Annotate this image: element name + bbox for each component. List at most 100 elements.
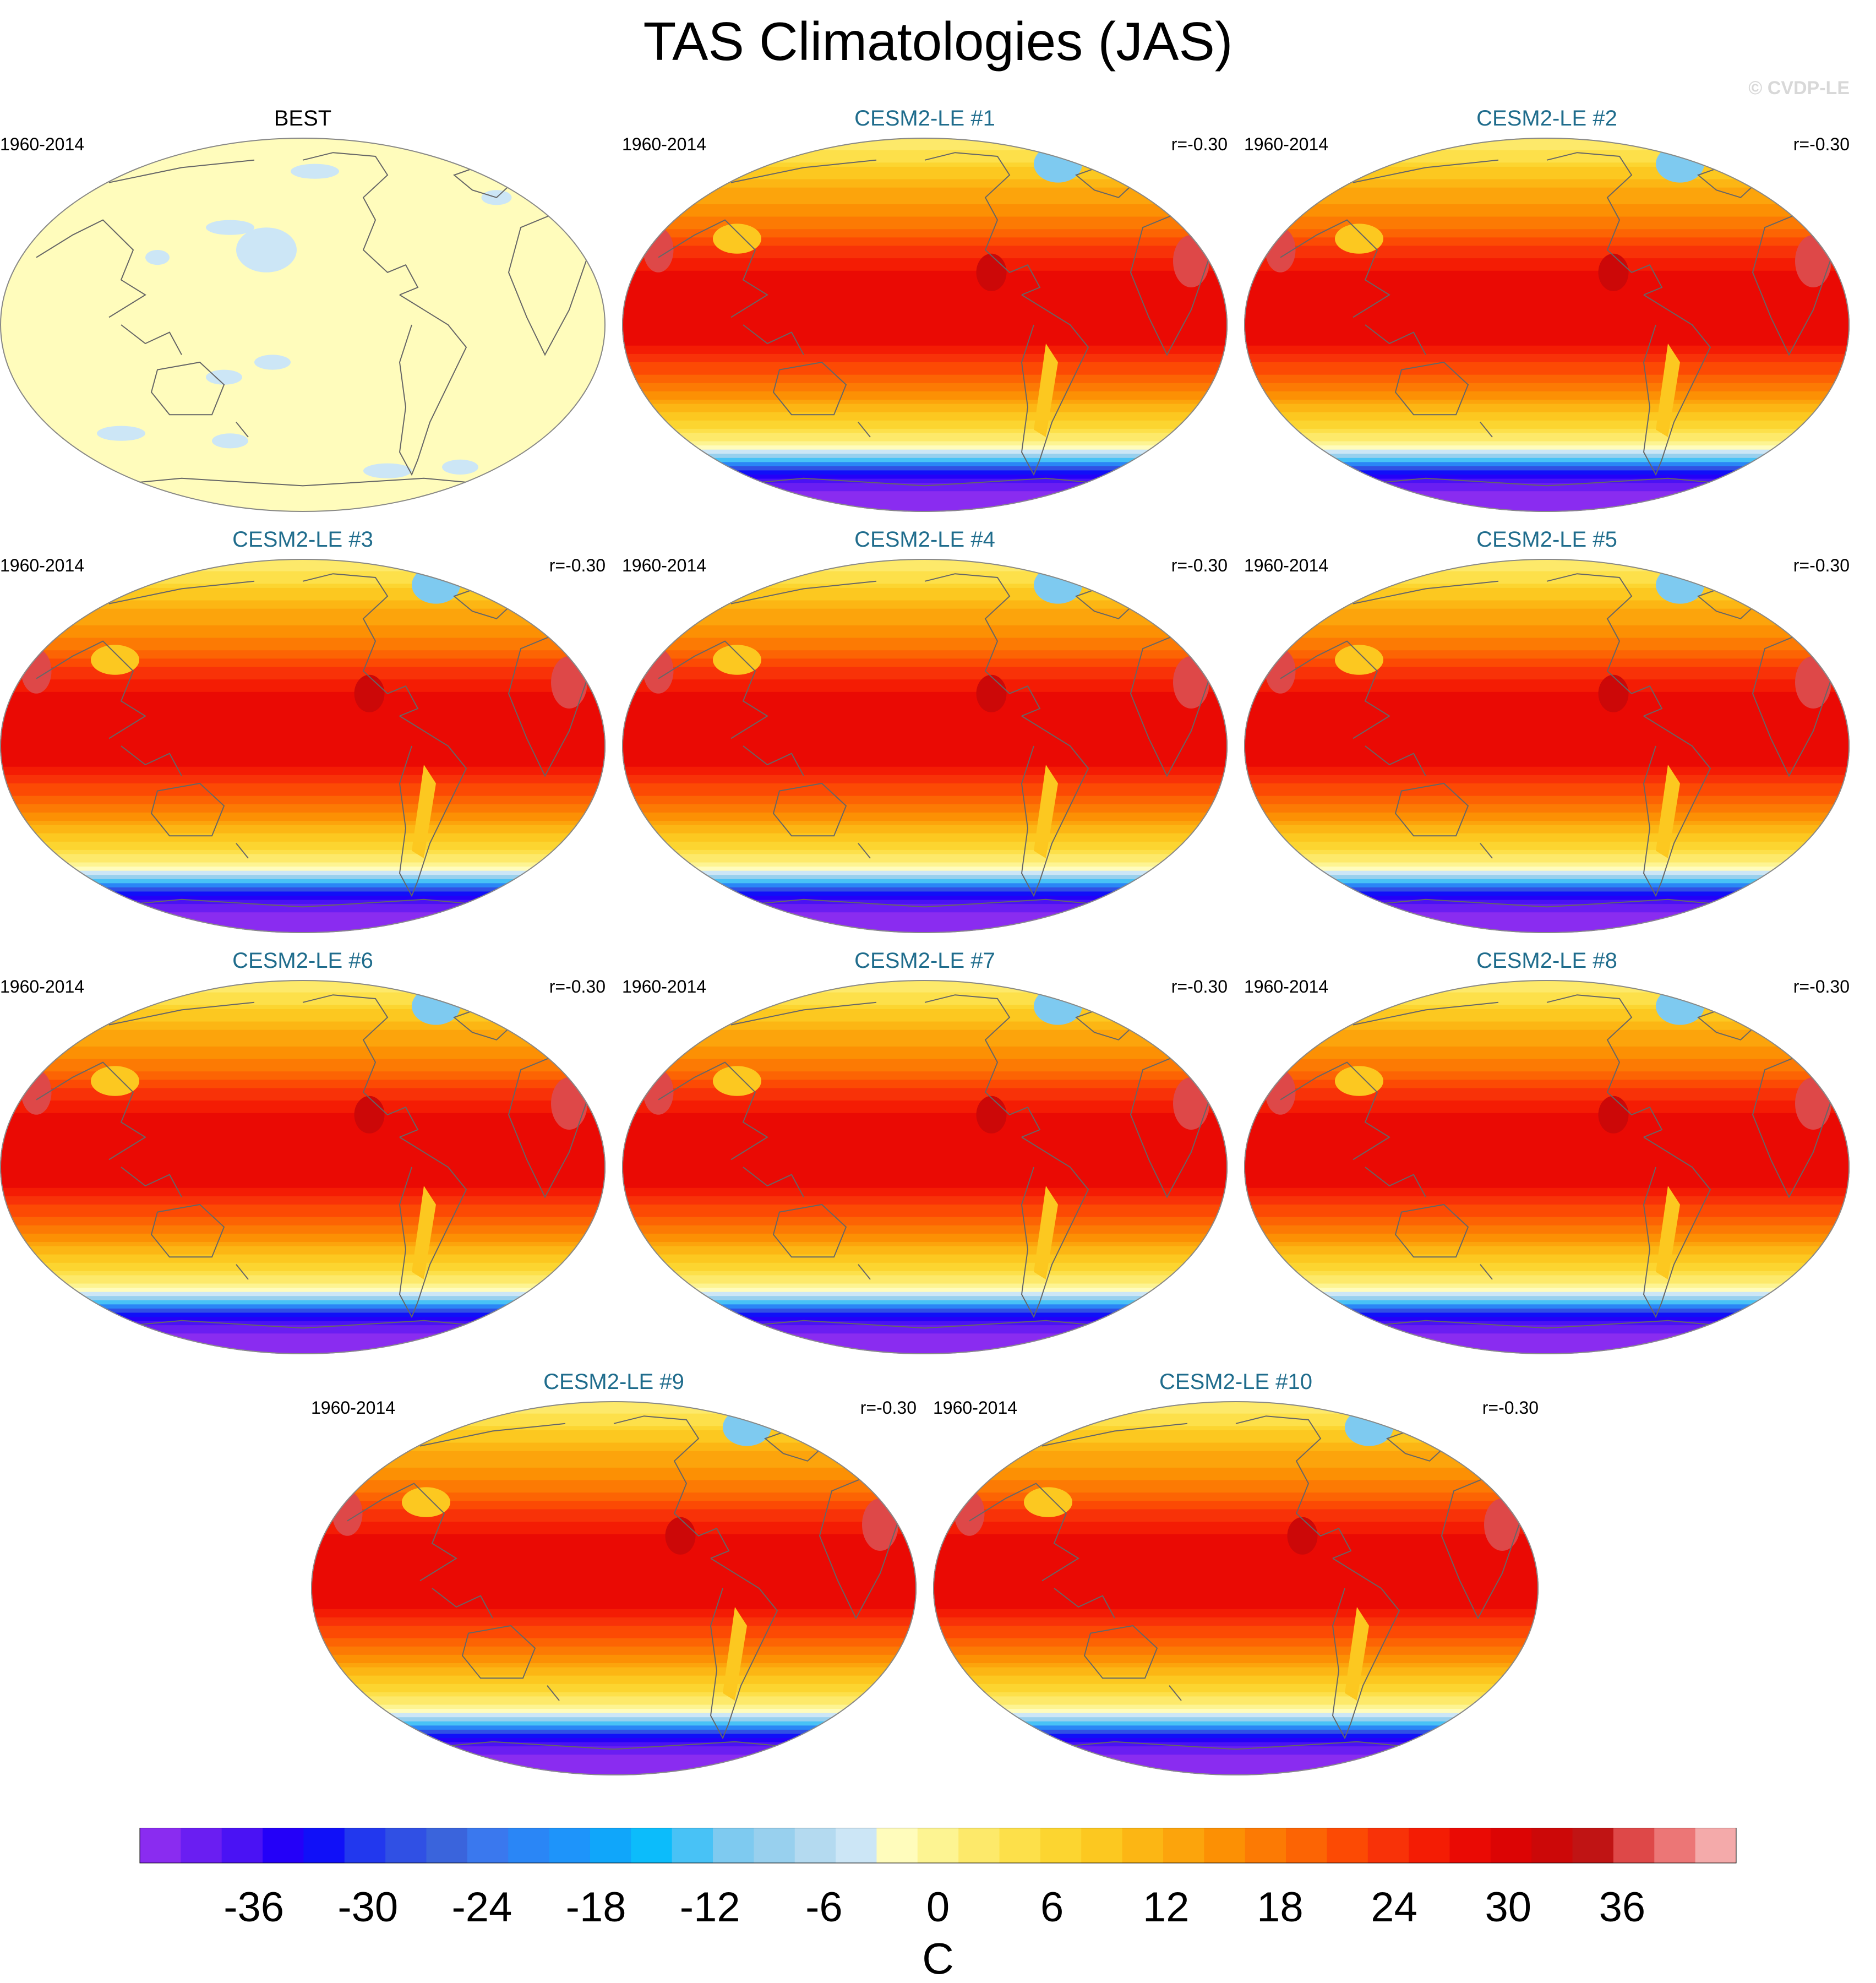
hot-region (1173, 656, 1209, 709)
temperature-band (311, 1696, 917, 1701)
temperature-band (933, 1663, 1539, 1668)
temperature-band (622, 841, 1228, 847)
temperature-band (311, 1551, 917, 1556)
temperature-band (622, 1017, 1228, 1022)
andes-cool-strip (412, 765, 436, 858)
temperature-band (1244, 1075, 1850, 1081)
temperature-band (1244, 587, 1850, 593)
map-panel-cesm2-le-9: CESM2-LE #9 1960-2014 r=-0.30 (311, 1368, 917, 1775)
temperature-band (622, 420, 1228, 426)
coastline (1083, 1625, 1158, 1679)
coastline (772, 782, 847, 837)
temperature-band (0, 1138, 606, 1143)
map-cesm2-le-6 (0, 980, 606, 1354)
temperature-band (1244, 1317, 1850, 1322)
temperature-band (933, 1755, 1539, 1759)
coastline (108, 159, 255, 183)
temperature-band (622, 800, 1228, 805)
temperature-band (1244, 250, 1850, 255)
temperature-band (622, 634, 1228, 639)
temperature-band (311, 1659, 917, 1664)
temperature-band (1244, 1225, 1850, 1230)
temperature-band (622, 891, 1228, 896)
temperature-band (0, 658, 606, 663)
temperature-band (1244, 1279, 1850, 1284)
temperature-band (311, 1634, 917, 1639)
temperature-band (622, 1021, 1228, 1026)
temperature-band (0, 696, 606, 701)
coastline (1480, 422, 1493, 438)
temperature-band (311, 1584, 917, 1589)
temperature-band (1244, 567, 1850, 572)
temperature-band (933, 1763, 1539, 1768)
temperature-band (933, 1654, 1539, 1660)
coastline (743, 324, 804, 355)
temperature-band (622, 171, 1228, 176)
temperature-band (311, 1563, 917, 1568)
temperature-band (1244, 1242, 1850, 1247)
temperature-band (311, 1505, 917, 1510)
temperature-band (1244, 412, 1850, 417)
temperature-band (311, 1758, 917, 1764)
temperature-band (1244, 980, 1850, 985)
map-cesm2-le-10 (933, 1401, 1539, 1775)
temperature-band (0, 1005, 606, 1010)
temperature-band (1244, 638, 1850, 642)
temperature-band (1244, 725, 1850, 730)
map-outline (622, 559, 1228, 933)
temperature-band (0, 870, 606, 876)
temperature-band (933, 1717, 1539, 1722)
temperature-band (0, 1329, 606, 1334)
temperature-band (0, 841, 606, 847)
temperature-band (1244, 766, 1850, 772)
temperature-band (622, 1046, 1228, 1052)
hot-region (1795, 235, 1831, 287)
temperature-band (1244, 1308, 1850, 1314)
temperature-band (622, 629, 1228, 634)
map-panel-cesm2-le-7: CESM2-LE #7 1960-2014 r=-0.30 (622, 947, 1228, 1354)
temperature-band (0, 1325, 606, 1330)
temperature-band (0, 783, 606, 788)
coastline (1332, 1557, 1400, 1740)
andes-cool-strip (723, 1607, 747, 1701)
colorbar-swatch (426, 1828, 468, 1863)
temperature-band (0, 1146, 606, 1151)
temperature-band (311, 1663, 917, 1668)
temperature-band (0, 1034, 606, 1039)
temperature-band (1244, 283, 1850, 288)
temperature-band (622, 192, 1228, 197)
coastline (347, 1483, 457, 1582)
temperature-band (622, 304, 1228, 309)
temperature-band (622, 746, 1228, 751)
temperature-band (622, 1250, 1228, 1255)
temperature-band (1244, 604, 1850, 609)
temperature-band (1244, 688, 1850, 693)
temperature-band (1244, 345, 1850, 351)
temperature-band (622, 1096, 1228, 1101)
temperature-band (622, 1225, 1228, 1230)
temperature-band (1244, 195, 1850, 201)
temperature-band (0, 912, 606, 917)
temperature-band (0, 846, 606, 851)
temperature-band (1244, 141, 1850, 146)
temperature-band (622, 283, 1228, 288)
temperature-band (311, 1642, 917, 1647)
temperature-band (0, 600, 606, 605)
temperature-band (0, 775, 606, 780)
temperature-band (1244, 1125, 1850, 1130)
temperature-band (0, 575, 606, 580)
temperature-band (622, 846, 1228, 851)
temperature-band (1244, 266, 1850, 271)
temperature-band (1244, 1171, 1850, 1176)
temperature-band (622, 808, 1228, 813)
temperature-band (1244, 1229, 1850, 1234)
map-outline (1244, 980, 1850, 1354)
coastline (461, 1625, 536, 1679)
coastline (1235, 1415, 1352, 1559)
temperature-band (0, 729, 606, 734)
temperature-band (622, 1312, 1228, 1317)
map-best (0, 138, 606, 512)
coastline (36, 640, 146, 739)
temperature-band (311, 1605, 917, 1610)
temperature-band (622, 404, 1228, 408)
